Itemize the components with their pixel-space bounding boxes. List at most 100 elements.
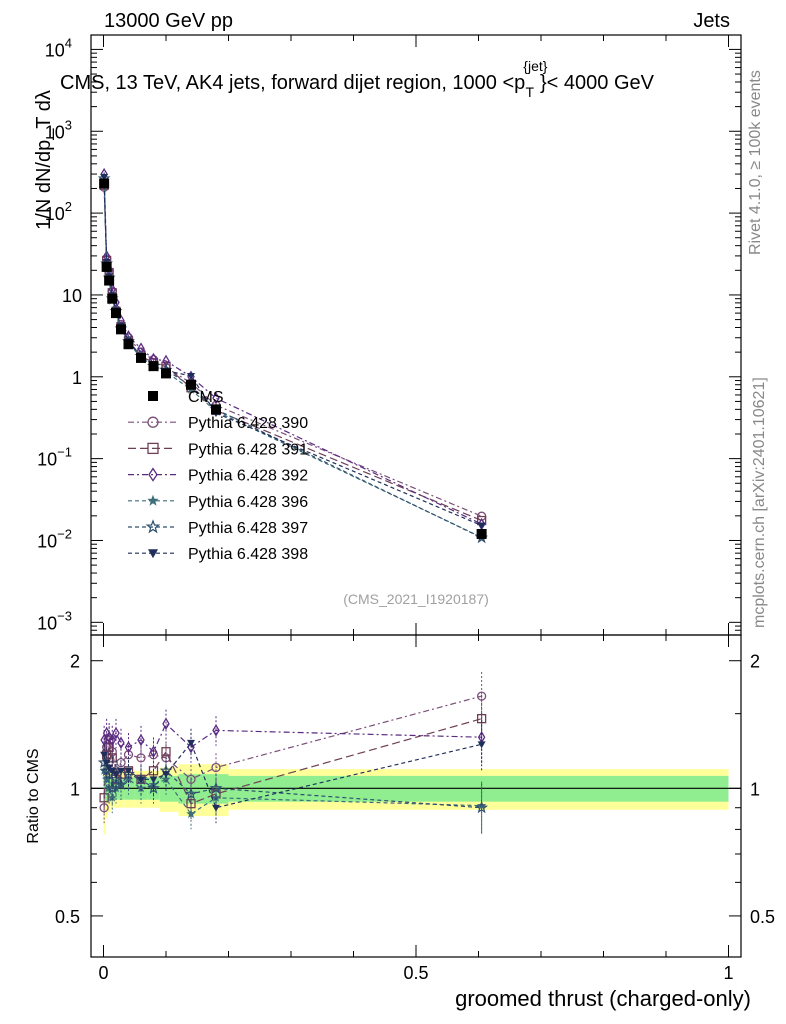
ratio-point bbox=[186, 774, 196, 784]
legend-label: Pythia 6.428 397 bbox=[188, 520, 308, 537]
ratio-point bbox=[124, 740, 133, 754]
legend-label: Pythia 6.428 391 bbox=[188, 441, 308, 458]
upper-tick-label: 10−3 bbox=[37, 608, 72, 633]
ratio-tick-label-right: 0.5 bbox=[750, 907, 775, 927]
ratio-point bbox=[161, 774, 171, 784]
ratio-point bbox=[112, 771, 120, 779]
ratio-point bbox=[99, 793, 109, 803]
ratio-point bbox=[137, 733, 145, 747]
ratio-point bbox=[149, 776, 158, 784]
legend-marker-cms bbox=[148, 391, 158, 401]
ratio-line-0 bbox=[103, 695, 482, 808]
ratio-point bbox=[184, 787, 198, 800]
cms-data-point bbox=[99, 178, 110, 189]
ratio-point bbox=[211, 792, 221, 802]
legend-marker bbox=[148, 549, 158, 559]
ratio-point bbox=[212, 724, 220, 737]
ratio-point bbox=[137, 776, 145, 784]
upper-point bbox=[187, 372, 195, 380]
upper-tick-label: 102 bbox=[45, 199, 72, 224]
upper-tick-label: 10−2 bbox=[37, 526, 72, 551]
upper-point bbox=[477, 522, 486, 530]
legend-marker bbox=[147, 442, 159, 455]
cms-data-point bbox=[101, 261, 112, 272]
upper-tick-label: 104 bbox=[45, 35, 72, 60]
legend-label: CMS bbox=[188, 389, 224, 406]
cms-data-point bbox=[107, 293, 118, 304]
ratio-point bbox=[114, 777, 128, 791]
upper-tick-label: 10−1 bbox=[37, 445, 72, 470]
ratio-series bbox=[97, 672, 489, 836]
cms-data-point bbox=[211, 404, 221, 415]
cms-data-point bbox=[104, 275, 115, 286]
x-tick-label: 0 bbox=[98, 963, 108, 983]
cms-data-point bbox=[123, 339, 134, 350]
ratio-point bbox=[117, 767, 125, 775]
cms-data-point bbox=[148, 361, 159, 372]
rivet-version-text: Rivet 4.1.0, ≥ 100k events bbox=[747, 70, 764, 255]
upper-tick-label: 1 bbox=[72, 368, 82, 388]
ratio-line-2 bbox=[103, 722, 482, 753]
legend-label: Pythia 6.428 390 bbox=[188, 415, 308, 432]
ratio-tick-label-left: 2 bbox=[70, 652, 80, 672]
mcplots-text: mcplots.cern.ch [arXiv:2401.10621] bbox=[751, 377, 768, 628]
ratio-point bbox=[105, 730, 113, 744]
ratio-point bbox=[117, 736, 125, 750]
ratio-point bbox=[211, 762, 221, 773]
upper-tick-label: 103 bbox=[45, 117, 72, 142]
legend-label: Pythia 6.428 398 bbox=[188, 546, 308, 563]
upper-point bbox=[100, 174, 109, 182]
ratio-point bbox=[123, 774, 134, 784]
legend-label: Pythia 6.428 396 bbox=[188, 494, 308, 511]
analysis-watermark: (CMS_2021_I1920187) bbox=[343, 591, 489, 607]
ratio-point bbox=[187, 739, 195, 747]
ratio-point bbox=[209, 781, 223, 794]
ratio-point bbox=[107, 792, 117, 802]
upper-tick-label: 10 bbox=[62, 286, 82, 306]
ratio-uncertainty-bands bbox=[91, 751, 741, 835]
ratio-point bbox=[186, 809, 196, 818]
legend-marker bbox=[145, 519, 161, 534]
svg-text:1/N dN/dp_T dλ: 1/N dN/dp_T dλ bbox=[33, 90, 55, 230]
cms-data-point bbox=[136, 352, 146, 363]
ratio-tick-label-left: 0.5 bbox=[55, 907, 80, 927]
cms-data-point bbox=[116, 324, 126, 335]
cms-data-point bbox=[111, 308, 121, 319]
ratio-point bbox=[108, 733, 117, 747]
legend-marker bbox=[148, 467, 158, 482]
ratio-point bbox=[124, 767, 133, 775]
ratio-y-axis-label: Ratio to CMS bbox=[25, 748, 42, 843]
ratio-tick-label-right: 1 bbox=[750, 779, 760, 799]
legend-label: Pythia 6.428 392 bbox=[188, 468, 308, 485]
axes: 10−3 10−2 10−1 1 10 102 103 104 0.5 0.5 1 1 2 2 0 0.5 1 bbox=[37, 35, 775, 983]
header-right: Jets bbox=[693, 10, 730, 32]
cms-data-point bbox=[186, 379, 196, 390]
cms-data-point bbox=[476, 528, 487, 539]
ratio-point bbox=[136, 783, 146, 793]
plot-title: CMS, 13 TeV, AK4 jets, forward dijet reg… bbox=[60, 58, 655, 100]
cms-data-point bbox=[161, 368, 171, 379]
ratio-point bbox=[212, 804, 220, 812]
ratio-point bbox=[149, 745, 158, 758]
ratio-tick-label-left: 1 bbox=[70, 779, 80, 799]
ratio-point bbox=[186, 799, 196, 809]
upper-panel-frame bbox=[90, 34, 742, 636]
header-left: 13000 GeV pp bbox=[104, 10, 233, 32]
ratio-point bbox=[477, 741, 486, 749]
ratio-point bbox=[475, 801, 489, 814]
legend-marker bbox=[147, 494, 159, 506]
ratio-point bbox=[136, 753, 146, 763]
x-tick-label: 1 bbox=[723, 963, 733, 983]
upper-y-axis-label: 1/N dN/dp_T dλ bbox=[33, 90, 55, 230]
upper-series bbox=[97, 167, 489, 544]
ratio-point bbox=[162, 771, 170, 779]
ratio-tick-label-right: 2 bbox=[750, 652, 760, 672]
ratio-point bbox=[112, 726, 120, 740]
x-axis-label: groomed thrust (charged-only) bbox=[455, 986, 751, 1011]
ratio-point bbox=[161, 747, 171, 757]
x-tick-label: 0.5 bbox=[403, 963, 428, 983]
ratio-point bbox=[122, 767, 135, 780]
legend-marker bbox=[147, 416, 159, 428]
legend: CMS Pythia 6.428 390 Pythia 6.428 391 Pythi… bbox=[128, 389, 308, 563]
